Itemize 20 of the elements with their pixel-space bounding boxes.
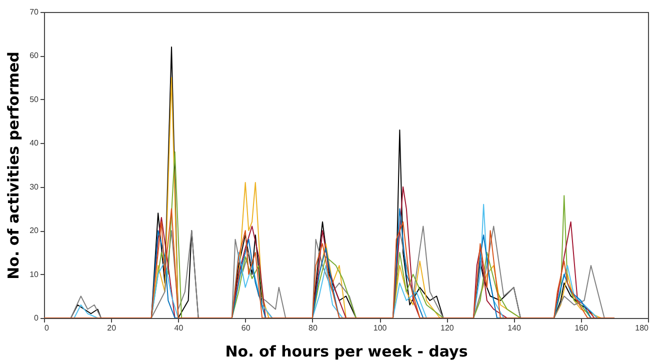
x-tick-label: 180 bbox=[635, 324, 650, 332]
y-axis-title: No. of activities performed bbox=[4, 52, 23, 280]
y-tick-label: 40 bbox=[30, 138, 40, 148]
x-tick-label: 20 bbox=[107, 324, 117, 332]
x-tick-label: 0 bbox=[44, 324, 50, 332]
x-tick-label: 120 bbox=[440, 324, 454, 332]
y-tick-label: 10 bbox=[30, 270, 40, 279]
x-tick-label: 80 bbox=[308, 324, 318, 332]
x-tick-label: 40 bbox=[174, 324, 184, 332]
y-tick-label: 50 bbox=[30, 94, 40, 104]
y-tick-label: 70 bbox=[30, 8, 40, 16]
y-tick-label: 30 bbox=[30, 182, 40, 192]
x-tick-label: 160 bbox=[574, 324, 589, 332]
y-tick-label: 0 bbox=[34, 314, 40, 322]
x-tick-label: 60 bbox=[241, 324, 251, 332]
y-tick-label: 60 bbox=[30, 51, 40, 60]
x-tick-label: 140 bbox=[508, 324, 522, 332]
x-tick-label: 100 bbox=[373, 324, 388, 332]
x-axis-title: No. of hours per week - days bbox=[225, 342, 468, 360]
y-tick-label: 20 bbox=[30, 226, 40, 236]
